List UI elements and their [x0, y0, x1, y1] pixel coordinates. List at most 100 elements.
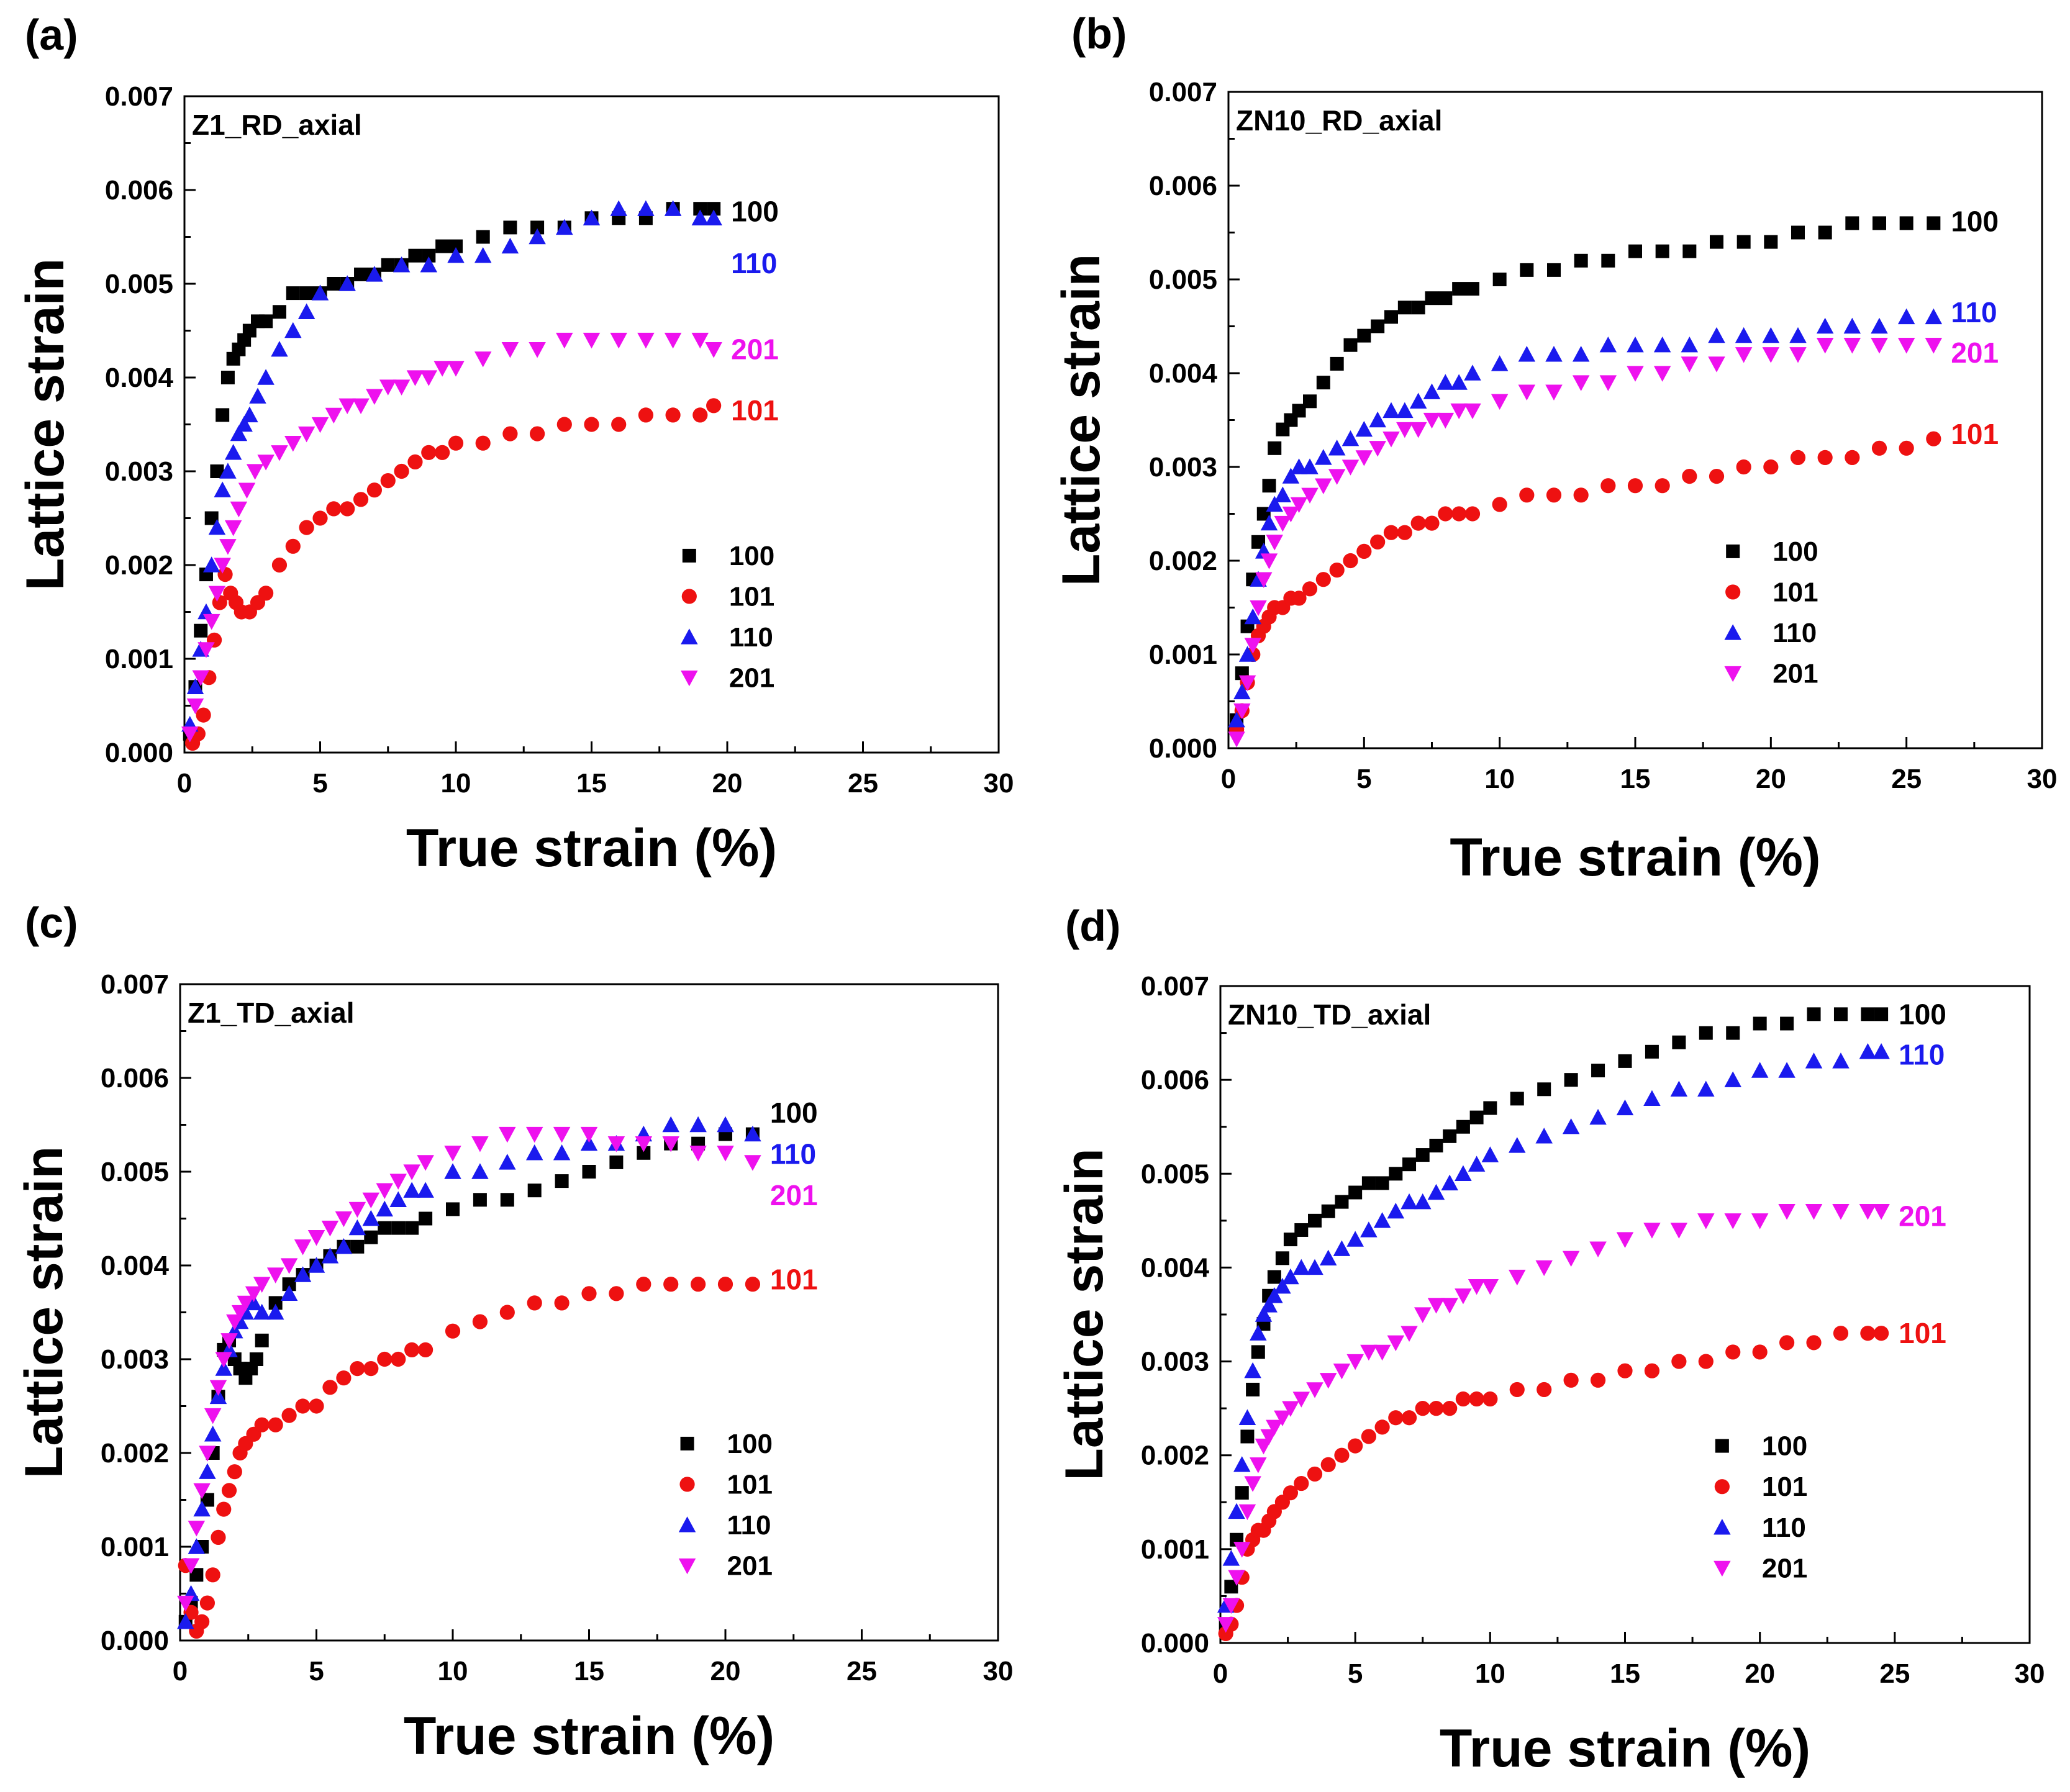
- data-point-100: [1415, 1148, 1430, 1162]
- data-point-201: [1266, 535, 1283, 551]
- x-tick-label: 10: [1475, 1659, 1505, 1689]
- data-point-100: [1564, 1073, 1578, 1087]
- data-point-101: [1428, 1401, 1444, 1416]
- data-point-110: [208, 518, 226, 535]
- data-point-110: [199, 1463, 216, 1479]
- x-tick-label: 0: [1221, 764, 1236, 794]
- data-point-110: [376, 1200, 393, 1217]
- data-point-201: [1735, 347, 1753, 363]
- data-point-100: [268, 1296, 283, 1310]
- data-point-201: [1455, 1288, 1472, 1305]
- data-point-110: [1643, 1090, 1661, 1106]
- data-point-110: [1274, 1277, 1291, 1294]
- data-point-201: [1481, 1278, 1499, 1295]
- data-point-110: [1468, 1156, 1486, 1172]
- legend-label-110: 110: [1762, 1513, 1806, 1543]
- data-point-100: [1483, 1101, 1497, 1115]
- y-tick-label: 0.001: [105, 644, 173, 674]
- data-point-201: [307, 1230, 325, 1246]
- end-label-110: 110: [1899, 1038, 1945, 1070]
- y-tick-label: 0.007: [101, 969, 169, 1000]
- legend-marker-110: [681, 628, 698, 645]
- y-tick-label: 0.003: [1149, 452, 1217, 482]
- data-point-201: [215, 1352, 232, 1368]
- data-point-201: [1301, 487, 1319, 504]
- data-point-101: [1282, 1485, 1299, 1501]
- data-point-201: [1266, 1419, 1283, 1436]
- data-point-201: [471, 1136, 489, 1152]
- data-point-110: [1369, 411, 1386, 428]
- data-point-201: [245, 1286, 263, 1303]
- data-point-110: [1464, 364, 1481, 381]
- data-point-100: [422, 248, 436, 263]
- panel-letter: (c): [25, 898, 78, 947]
- data-point-201: [1222, 1598, 1240, 1614]
- data-point-100: [1591, 1064, 1605, 1078]
- legend-label-101: 101: [1762, 1472, 1807, 1502]
- data-point-201: [1697, 1213, 1715, 1229]
- data-point-101: [1388, 1410, 1404, 1426]
- data-point-100: [449, 239, 463, 253]
- data-point-201: [1653, 366, 1671, 382]
- data-point-101: [391, 1351, 406, 1367]
- y-tick-label: 0.003: [1141, 1347, 1209, 1377]
- data-point-201: [202, 613, 220, 630]
- data-point-100: [419, 1211, 433, 1226]
- x-tick-label: 30: [2015, 1659, 2045, 1689]
- data-point-110: [1274, 486, 1292, 502]
- data-point-201: [1414, 1307, 1432, 1323]
- data-point-100: [1510, 1092, 1524, 1106]
- data-point-201: [266, 1267, 284, 1283]
- data-point-101: [312, 510, 328, 526]
- data-point-100: [1861, 1007, 1875, 1021]
- data-point-100: [500, 1193, 514, 1207]
- data-point-101: [435, 445, 450, 460]
- data-point-101: [1482, 1391, 1498, 1407]
- data-point-201: [610, 332, 627, 349]
- x-tick-label: 5: [309, 1656, 324, 1686]
- data-point-100: [1833, 1007, 1848, 1021]
- x-tick-label: 25: [847, 1656, 877, 1686]
- data-point-100: [1292, 404, 1306, 418]
- data-point-110: [1562, 1118, 1580, 1134]
- series-110: [177, 1116, 761, 1629]
- data-point-101: [281, 1408, 297, 1423]
- data-point-101: [380, 473, 396, 489]
- data-point-101: [326, 501, 342, 517]
- data-point-201: [744, 1155, 761, 1171]
- x-tick-label: 30: [984, 768, 1014, 799]
- data-point-101: [285, 538, 301, 554]
- data-point-110: [311, 284, 329, 301]
- data-point-101: [217, 567, 233, 582]
- data-point-110: [471, 1163, 489, 1179]
- data-point-101: [1600, 478, 1616, 494]
- data-point-101: [211, 1529, 226, 1545]
- series-100: [183, 202, 721, 741]
- data-point-100: [272, 305, 286, 319]
- data-point-110: [1260, 1296, 1278, 1313]
- data-point-101: [353, 492, 369, 507]
- data-point-201: [1306, 1382, 1323, 1398]
- data-point-101: [1671, 1354, 1687, 1369]
- data-point-201: [1643, 1223, 1661, 1239]
- data-point-100: [1240, 1429, 1255, 1444]
- data-point-101: [527, 1295, 542, 1311]
- data-point-110: [224, 444, 242, 460]
- end-label-110: 110: [731, 247, 777, 279]
- data-point-201: [182, 1558, 200, 1574]
- data-point-100: [1927, 216, 1941, 230]
- data-point-201: [1360, 1344, 1378, 1361]
- series-101: [185, 398, 722, 751]
- data-point-201: [403, 1164, 420, 1180]
- y-tick-label: 0.007: [1141, 971, 1209, 1002]
- end-label-100: 100: [770, 1097, 818, 1129]
- data-point-110: [1735, 327, 1753, 343]
- data-point-101: [418, 1342, 434, 1357]
- data-point-110: [1319, 1249, 1337, 1266]
- data-point-101: [1348, 1438, 1363, 1454]
- data-point-201: [219, 539, 237, 555]
- y-tick-label: 0.004: [105, 363, 174, 393]
- data-point-110: [241, 406, 258, 423]
- data-point-201: [1233, 703, 1251, 720]
- data-point-201: [389, 1174, 407, 1190]
